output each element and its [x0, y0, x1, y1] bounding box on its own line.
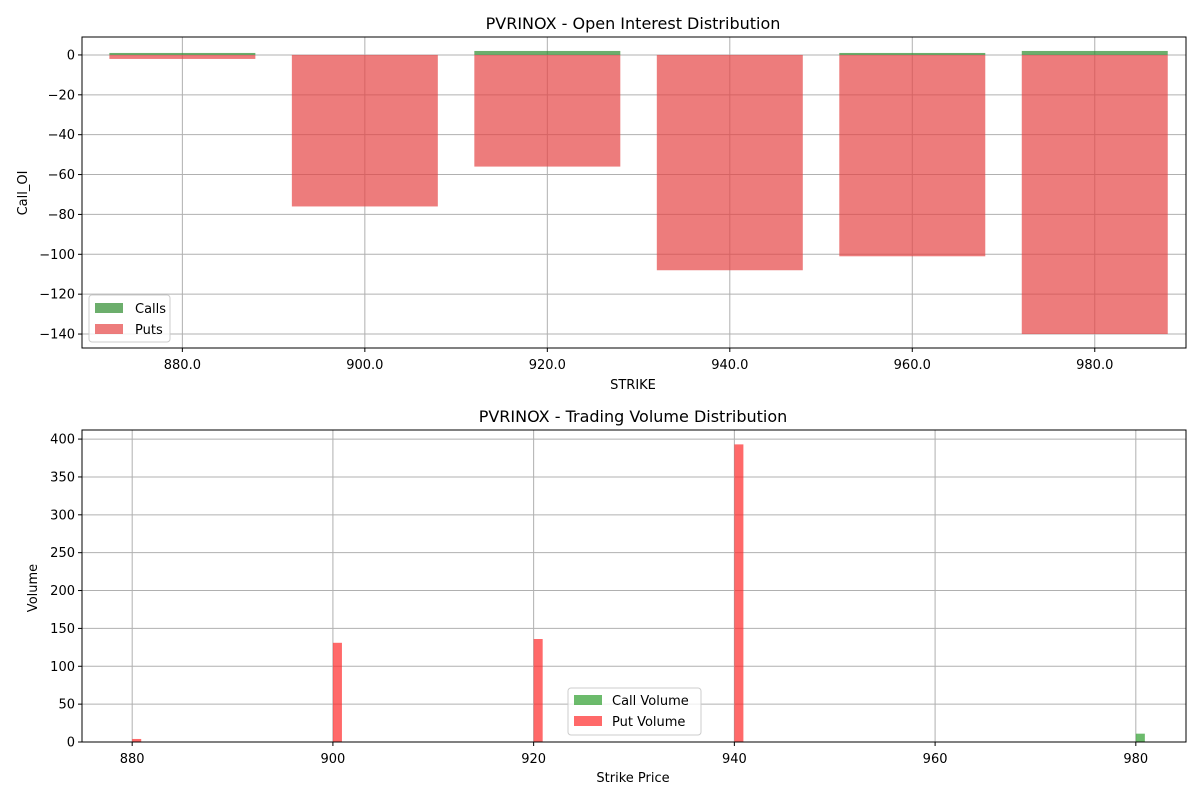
vol-chart-title: PVRINOX - Trading Volume Distribution: [479, 407, 788, 426]
oi-put-bar: [474, 54, 621, 167]
vol-legend-call-label: Call Volume: [612, 694, 689, 709]
vol-x-axis-label: Strike Price: [596, 771, 669, 786]
vol-call-bar: [1135, 733, 1145, 742]
oi-x-ticks: 880.0 900.0 920.0 940.0 960.0 980.0: [164, 348, 1113, 373]
oi-x-tick-label: 960.0: [894, 358, 931, 373]
oi-call-bar: [109, 52, 256, 55]
vol-x-tick-label: 900: [320, 752, 345, 767]
vol-legend-call-swatch: [574, 695, 602, 705]
vol-legend: Call Volume Put Volume: [567, 687, 702, 736]
vol-x-tick-label: 980: [1123, 752, 1148, 767]
vol-plot-frame: [81, 429, 1187, 743]
vol-y-tick-label: 250: [50, 546, 75, 561]
vol-put-bar: [533, 639, 543, 742]
vol-put-bar: [332, 642, 342, 742]
oi-x-tick-label: 900.0: [346, 358, 383, 373]
vol-legend-put-swatch: [574, 716, 602, 726]
oi-put-bar: [839, 54, 986, 257]
oi-call-bar: [474, 50, 621, 55]
vol-bars: [132, 444, 1145, 742]
oi-x-tick-label: 980.0: [1076, 358, 1113, 373]
oi-put-bar: [109, 54, 256, 59]
oi-x-tick-label: 940.0: [711, 358, 748, 373]
open-interest-chart: PVRINOX - Open Interest Distribution 880…: [16, 14, 1187, 393]
vol-x-tick-label: 920: [521, 752, 546, 767]
vol-y-tick-label: 150: [50, 622, 75, 637]
oi-chart-title: PVRINOX - Open Interest Distribution: [486, 14, 781, 33]
vol-y-axis-label: Volume: [26, 564, 41, 612]
vol-put-bar: [132, 738, 142, 742]
vol-x-tick-label: 940: [722, 752, 747, 767]
oi-y-tick-label: −80: [48, 208, 75, 223]
vol-y-tick-label: 200: [50, 584, 75, 599]
oi-x-axis-label: STRIKE: [610, 378, 656, 393]
oi-y-ticks: 0 −20 −40 −60 −80 −100 −120 −140: [39, 48, 82, 343]
oi-bars: [109, 50, 1168, 335]
oi-legend: Calls Puts: [88, 294, 171, 343]
vol-y-tick-label: 300: [50, 508, 75, 523]
vol-gridlines: [82, 430, 1186, 743]
oi-put-bar: [1021, 54, 1168, 335]
vol-x-tick-label: 880: [120, 752, 145, 767]
oi-y-tick-label: −100: [39, 248, 75, 263]
vol-y-ticks: 0 50 100 150 200 250 300 350 400: [50, 433, 82, 751]
vol-put-bar: [734, 444, 744, 742]
vol-x-ticks: 880 900 920 940 960 980: [120, 742, 1148, 767]
oi-plot-frame: [81, 36, 1187, 349]
vol-legend-put-label: Put Volume: [612, 715, 685, 730]
oi-x-tick-label: 880.0: [164, 358, 201, 373]
vol-y-tick-label: 350: [50, 470, 75, 485]
oi-y-tick-label: −60: [48, 168, 75, 183]
oi-legend-calls-label: Calls: [135, 302, 166, 317]
oi-y-tick-label: −120: [39, 288, 75, 303]
oi-y-tick-label: −140: [39, 328, 75, 343]
oi-call-bar: [1021, 50, 1168, 55]
vol-y-tick-label: 100: [50, 660, 75, 675]
oi-put-bar: [656, 54, 803, 271]
oi-x-tick-label: 920.0: [529, 358, 566, 373]
vol-x-tick-label: 960: [923, 752, 948, 767]
oi-y-axis-label: Call_OI: [16, 171, 31, 216]
oi-y-tick-label: −20: [48, 88, 75, 103]
oi-put-bar: [291, 54, 438, 207]
oi-legend-puts-label: Puts: [135, 323, 163, 338]
vol-y-tick-label: 50: [58, 698, 75, 713]
oi-legend-calls-swatch: [95, 303, 123, 313]
vol-y-tick-label: 0: [67, 736, 75, 751]
oi-call-bar: [839, 52, 986, 55]
vol-y-tick-label: 400: [50, 433, 75, 448]
oi-legend-puts-swatch: [95, 324, 123, 334]
trading-volume-chart: PVRINOX - Trading Volume Distribution 88…: [26, 407, 1187, 786]
oi-y-tick-label: −40: [48, 128, 75, 143]
oi-y-tick-label: 0: [67, 48, 75, 63]
